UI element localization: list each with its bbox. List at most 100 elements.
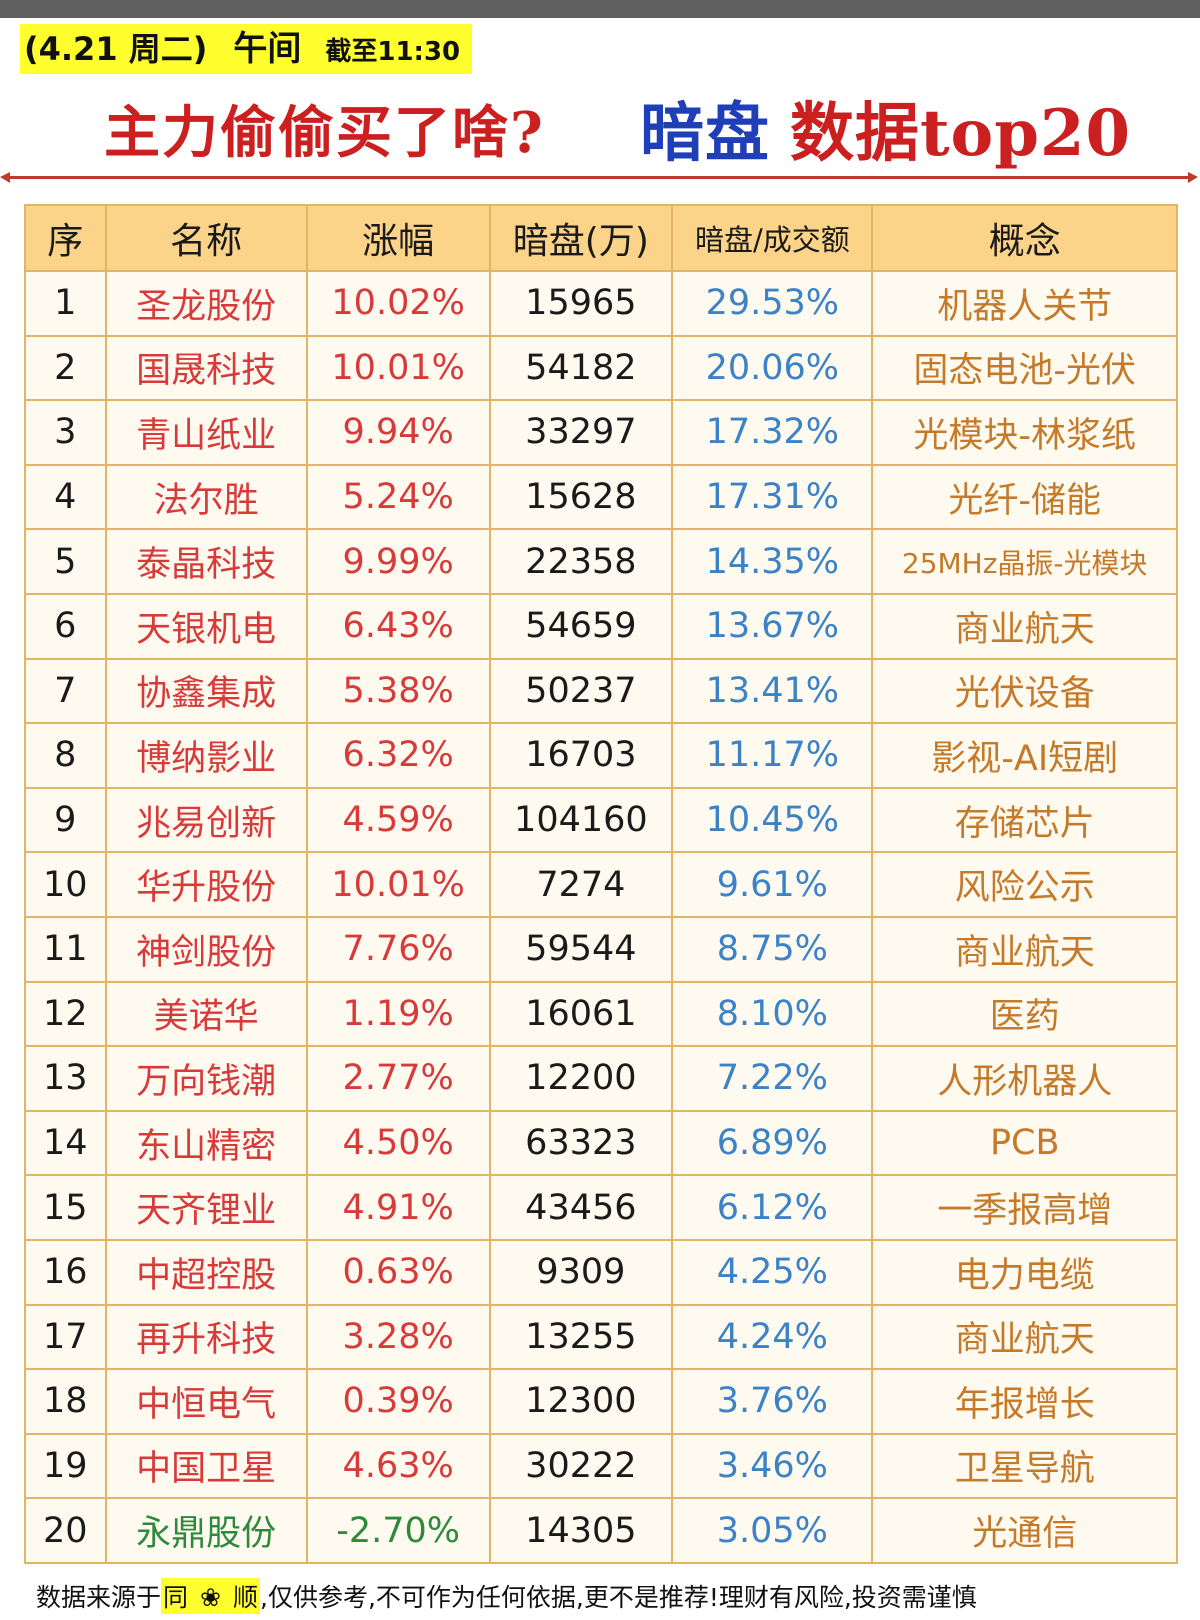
row-dark-pool-amount: 15965 bbox=[488, 270, 674, 337]
row-change: 0.39% bbox=[305, 1368, 491, 1435]
row-concept: 商业航天 bbox=[871, 592, 1178, 660]
table-row: 12 美诺华 1.19% 16061 8.10% 医药 bbox=[24, 980, 1178, 1048]
row-dark-pool-amount: 33297 bbox=[488, 399, 674, 466]
row-change: 4.63% bbox=[305, 1432, 491, 1500]
row-stock-name: 神剑股份 bbox=[104, 915, 308, 983]
date-banner: (4.21 周二) 午间 截至11:30 bbox=[20, 24, 472, 74]
row-stock-name: 国晟科技 bbox=[104, 334, 308, 402]
row-dark-pool-amount: 12200 bbox=[488, 1045, 674, 1112]
row-dark-pool-ratio: 8.75% bbox=[671, 915, 874, 983]
row-dark-pool-amount: 12300 bbox=[488, 1368, 674, 1435]
table-row: 9 兆易创新 4.59% 104160 10.45% 存储芯片 bbox=[24, 786, 1178, 854]
row-dark-pool-amount: 63323 bbox=[488, 1109, 674, 1177]
row-rank: 5 bbox=[24, 528, 107, 595]
footer-disclaimer: ,仅供参考,不可作为任何依据,更不是推荐!理财有风险,投资需谨慎 bbox=[260, 1583, 977, 1612]
row-concept: 一季报高增 bbox=[871, 1174, 1178, 1241]
row-change: 6.32% bbox=[305, 722, 491, 789]
row-dark-pool-ratio: 3.05% bbox=[671, 1497, 874, 1564]
row-dark-pool-amount: 9309 bbox=[488, 1238, 674, 1306]
row-change: 10.01% bbox=[305, 334, 491, 402]
footer-prefix: 数据来源于 bbox=[36, 1583, 162, 1612]
cutoff-label: 截至11:30 bbox=[325, 37, 461, 67]
row-dark-pool-amount: 43456 bbox=[488, 1174, 674, 1241]
row-dark-pool-ratio: 10.45% bbox=[671, 786, 874, 854]
row-rank: 15 bbox=[24, 1174, 107, 1241]
row-change: 7.76% bbox=[305, 915, 491, 983]
table-row: 1 圣龙股份 10.02% 15965 29.53% 机器人关节 bbox=[24, 270, 1178, 337]
row-stock-name: 再升科技 bbox=[104, 1303, 308, 1371]
row-stock-name: 协鑫集成 bbox=[104, 657, 308, 725]
column-header-rank: 序 bbox=[24, 204, 107, 272]
column-header-name: 名称 bbox=[104, 204, 308, 272]
row-stock-name: 法尔胜 bbox=[104, 463, 308, 531]
row-rank: 2 bbox=[24, 334, 107, 402]
title-divider-arrow bbox=[0, 172, 1198, 183]
row-change: 4.50% bbox=[305, 1109, 491, 1177]
row-dark-pool-ratio: 8.10% bbox=[671, 980, 874, 1048]
dark-pool-table: 序 名称 涨幅 暗盘(万) 暗盘/成交额 概念 1 圣龙股份 10.02% 15965… bbox=[24, 204, 1178, 1564]
row-change: -2.70% bbox=[305, 1497, 491, 1564]
row-dark-pool-amount: 54659 bbox=[488, 592, 674, 660]
row-change: 6.43% bbox=[305, 592, 491, 660]
row-dark-pool-ratio: 14.35% bbox=[671, 528, 874, 595]
row-concept: 风险公示 bbox=[871, 851, 1178, 918]
row-concept: 卫星导航 bbox=[871, 1432, 1178, 1500]
row-rank: 4 bbox=[24, 463, 107, 531]
row-stock-name: 万向钱潮 bbox=[104, 1045, 308, 1112]
row-change: 9.99% bbox=[305, 528, 491, 595]
row-concept: 25MHz晶振-光模块 bbox=[871, 528, 1178, 595]
row-dark-pool-amount: 14305 bbox=[488, 1497, 674, 1564]
table-row: 10 华升股份 10.01% 7274 9.61% 风险公示 bbox=[24, 851, 1178, 918]
row-concept: 光模块-林浆纸 bbox=[871, 399, 1178, 466]
title-dark-pool: 暗盘 bbox=[640, 96, 770, 171]
row-rank: 19 bbox=[24, 1432, 107, 1500]
row-dark-pool-amount: 30222 bbox=[488, 1432, 674, 1500]
column-header-dark-pool: 暗盘(万) bbox=[488, 204, 674, 272]
row-stock-name: 中恒电气 bbox=[104, 1368, 308, 1435]
row-rank: 13 bbox=[24, 1045, 107, 1112]
table-row: 20 永鼎股份 -2.70% 14305 3.05% 光通信 bbox=[24, 1497, 1178, 1564]
row-concept: 影视-AI短剧 bbox=[871, 722, 1178, 789]
row-stock-name: 东山精密 bbox=[104, 1109, 308, 1177]
row-concept: 年报增长 bbox=[871, 1368, 1178, 1435]
table-row: 19 中国卫星 4.63% 30222 3.46% 卫星导航 bbox=[24, 1432, 1178, 1500]
row-dark-pool-ratio: 6.89% bbox=[671, 1109, 874, 1177]
column-header-ratio: 暗盘/成交额 bbox=[671, 204, 874, 272]
row-dark-pool-ratio: 13.67% bbox=[671, 592, 874, 660]
row-dark-pool-amount: 16061 bbox=[488, 980, 674, 1048]
row-dark-pool-amount: 50237 bbox=[488, 657, 674, 725]
flower-icon: ❀ bbox=[200, 1583, 221, 1612]
table-row: 4 法尔胜 5.24% 15628 17.31% 光纤-储能 bbox=[24, 463, 1178, 531]
table-row: 14 东山精密 4.50% 63323 6.89% PCB bbox=[24, 1109, 1178, 1177]
row-dark-pool-ratio: 3.46% bbox=[671, 1432, 874, 1500]
row-change: 1.19% bbox=[305, 980, 491, 1048]
table-row: 17 再升科技 3.28% 13255 4.24% 商业航天 bbox=[24, 1303, 1178, 1371]
row-dark-pool-ratio: 4.24% bbox=[671, 1303, 874, 1371]
row-dark-pool-amount: 13255 bbox=[488, 1303, 674, 1371]
row-concept: 存储芯片 bbox=[871, 786, 1178, 854]
row-concept: 电力电缆 bbox=[871, 1238, 1178, 1306]
row-stock-name: 中超控股 bbox=[104, 1238, 308, 1306]
row-rank: 10 bbox=[24, 851, 107, 918]
page-title: 主力偷偷买了啥? 暗盘 数据top20 bbox=[0, 82, 1200, 174]
row-stock-name: 兆易创新 bbox=[104, 786, 308, 854]
row-concept: 固态电池-光伏 bbox=[871, 334, 1178, 402]
row-rank: 3 bbox=[24, 399, 107, 466]
row-dark-pool-amount: 54182 bbox=[488, 334, 674, 402]
row-stock-name: 博纳影业 bbox=[104, 722, 308, 789]
table-header-row: 序 名称 涨幅 暗盘(万) 暗盘/成交额 概念 bbox=[24, 204, 1178, 272]
row-dark-pool-ratio: 17.32% bbox=[671, 399, 874, 466]
row-concept: 商业航天 bbox=[871, 1303, 1178, 1371]
row-change: 0.63% bbox=[305, 1238, 491, 1306]
row-rank: 7 bbox=[24, 657, 107, 725]
row-concept: 光纤-储能 bbox=[871, 463, 1178, 531]
row-dark-pool-ratio: 29.53% bbox=[671, 270, 874, 337]
row-rank: 11 bbox=[24, 915, 107, 983]
row-rank: 16 bbox=[24, 1238, 107, 1306]
row-rank: 17 bbox=[24, 1303, 107, 1371]
row-stock-name: 华升股份 bbox=[104, 851, 308, 918]
table-row: 7 协鑫集成 5.38% 50237 13.41% 光伏设备 bbox=[24, 657, 1178, 725]
title-top20: 数据top20 bbox=[790, 96, 1132, 171]
row-concept: 人形机器人 bbox=[871, 1045, 1178, 1112]
table-row: 6 天银机电 6.43% 54659 13.67% 商业航天 bbox=[24, 592, 1178, 660]
